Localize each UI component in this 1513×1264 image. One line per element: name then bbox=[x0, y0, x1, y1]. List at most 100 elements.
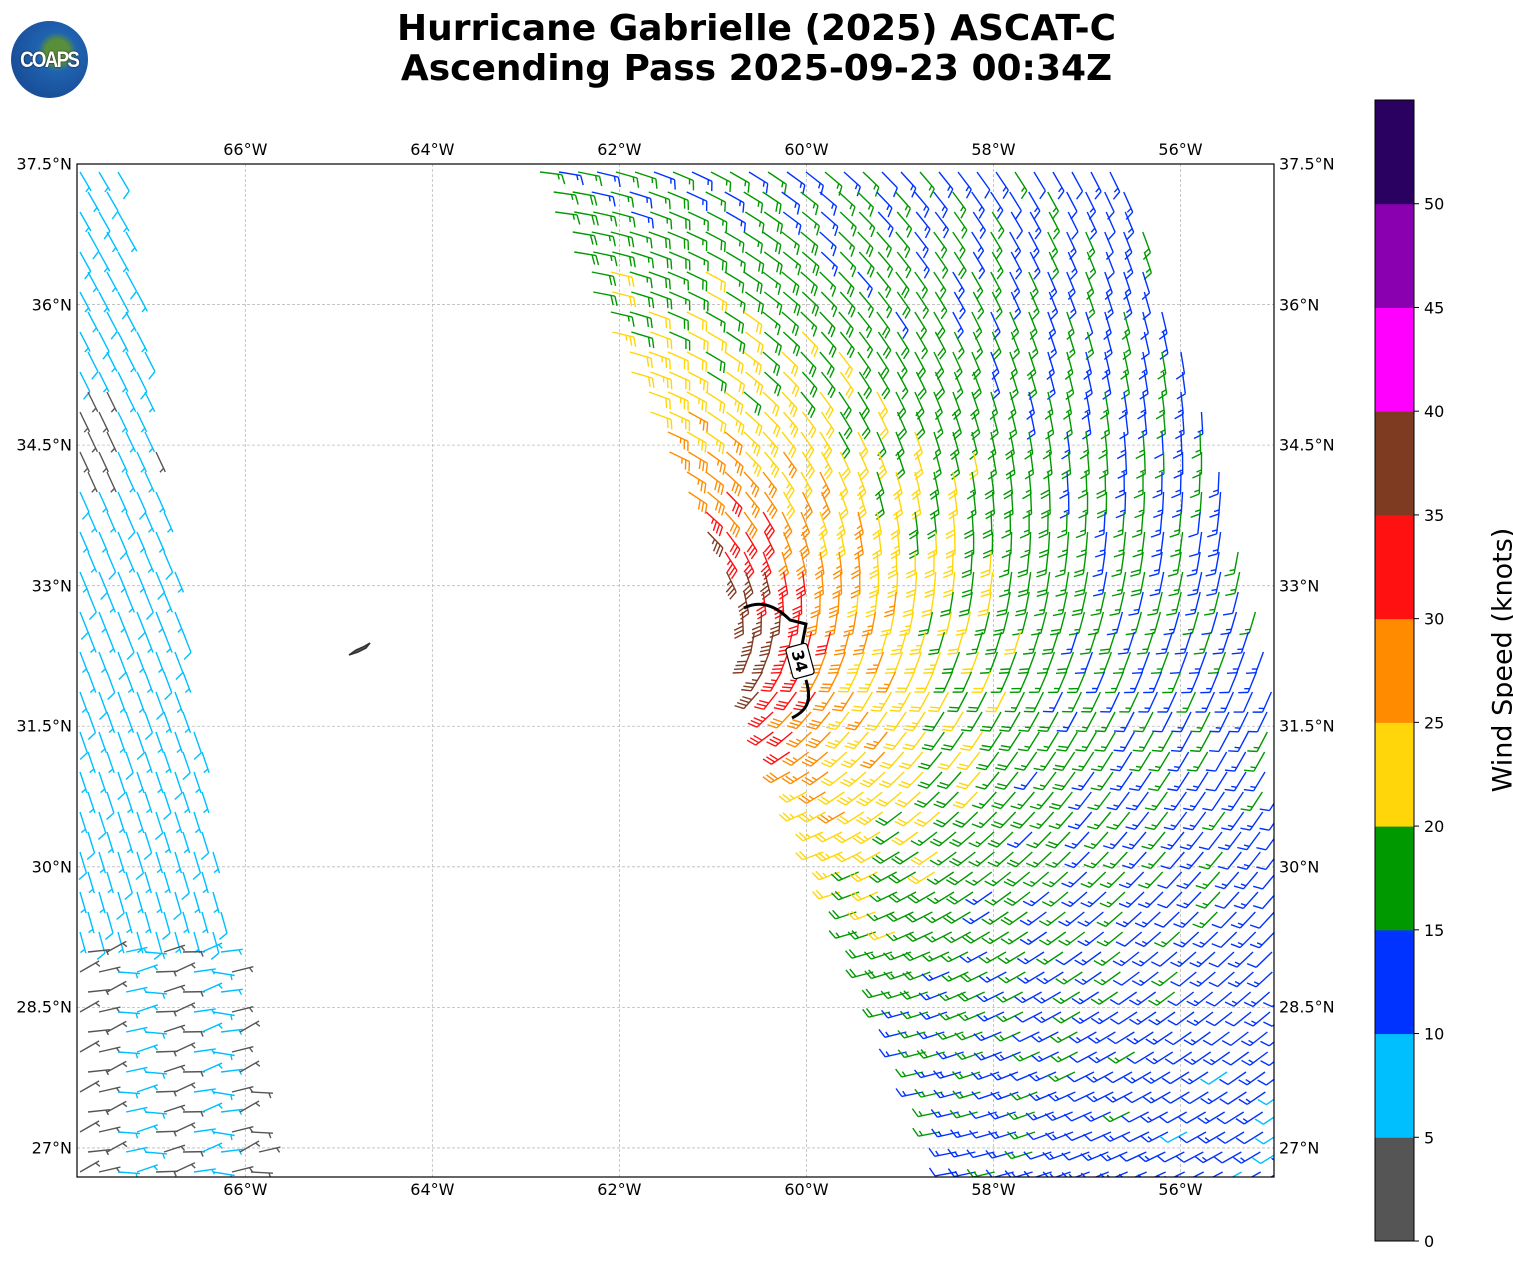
wind-barb bbox=[1074, 971, 1102, 986]
wind-barb bbox=[759, 631, 775, 657]
wind-barb bbox=[144, 1111, 167, 1119]
wind-barb bbox=[1173, 911, 1199, 929]
wind-barb bbox=[98, 211, 111, 240]
wind-barb bbox=[1107, 1031, 1135, 1045]
wind-barb bbox=[629, 191, 653, 209]
wind-barb bbox=[125, 471, 136, 493]
wind-barb bbox=[1109, 171, 1121, 200]
wind-barb bbox=[163, 1064, 186, 1073]
wind-barb bbox=[136, 964, 159, 973]
wind-barb bbox=[1077, 931, 1105, 947]
wind-barb bbox=[97, 811, 107, 841]
wind-barb bbox=[819, 431, 833, 460]
wind-barb bbox=[87, 271, 100, 293]
wind-barb bbox=[106, 711, 116, 734]
wind-barb bbox=[155, 611, 165, 633]
wind-barb bbox=[706, 291, 728, 313]
wind-barb bbox=[1128, 591, 1144, 616]
wind-barb bbox=[865, 591, 878, 618]
wind-barb bbox=[1134, 911, 1161, 928]
wind-barb bbox=[106, 271, 119, 293]
wind-barb bbox=[155, 1130, 179, 1137]
wind-barb bbox=[610, 231, 635, 248]
wind-barb bbox=[201, 1142, 223, 1153]
wind-barb bbox=[821, 751, 848, 768]
wind-barb bbox=[971, 351, 982, 380]
wind-barb bbox=[814, 831, 843, 843]
wind-barb bbox=[1151, 731, 1173, 752]
wind-barb bbox=[631, 251, 655, 269]
wind-barb bbox=[1112, 971, 1140, 986]
wind-barb bbox=[922, 711, 945, 732]
wind-barb bbox=[106, 791, 115, 821]
wind-barb bbox=[688, 491, 708, 515]
wind-barb bbox=[846, 651, 866, 674]
wind-barb bbox=[896, 371, 909, 400]
wind-barb bbox=[1138, 871, 1164, 889]
wind-barb bbox=[1145, 1031, 1173, 1045]
wind-barb bbox=[786, 171, 806, 195]
wind-barb bbox=[79, 731, 88, 761]
wind-barb bbox=[961, 551, 973, 579]
wind-barb bbox=[125, 391, 137, 413]
wind-barbs bbox=[78, 171, 1274, 1177]
wind-barb bbox=[947, 691, 969, 713]
wind-barb bbox=[952, 191, 967, 219]
wind-barb bbox=[1102, 1131, 1131, 1142]
wind-barb bbox=[1086, 671, 1106, 694]
wind-barb bbox=[952, 311, 964, 340]
wind-barb bbox=[883, 731, 907, 751]
wind-barb bbox=[781, 471, 795, 500]
wind-barb bbox=[87, 591, 97, 620]
wind-barb bbox=[593, 291, 618, 306]
wind-barb bbox=[669, 251, 691, 271]
wind-barb bbox=[1067, 291, 1077, 321]
wind-barb bbox=[1256, 851, 1274, 871]
wind-barb bbox=[1179, 831, 1204, 850]
34kt-contour bbox=[743, 602, 811, 720]
wind-barb bbox=[884, 651, 904, 674]
wind-barb bbox=[1207, 511, 1220, 538]
wind-barb bbox=[1240, 791, 1263, 812]
wind-barb bbox=[1063, 411, 1073, 440]
wind-barb bbox=[929, 831, 957, 847]
wind-barb bbox=[912, 1127, 941, 1137]
wind-barb bbox=[98, 571, 109, 600]
wind-barb bbox=[852, 831, 881, 845]
wind-barb bbox=[763, 451, 780, 479]
wind-barb bbox=[1154, 431, 1164, 460]
wind-barb bbox=[1102, 831, 1128, 850]
wind-barb bbox=[850, 551, 861, 580]
wind-barb bbox=[1066, 1091, 1095, 1102]
wind-barb bbox=[1036, 651, 1056, 674]
wind-barb bbox=[1075, 511, 1087, 539]
wind-barb bbox=[1085, 1071, 1114, 1083]
lat-tick-right: 36°N bbox=[1279, 295, 1320, 315]
wind-barb bbox=[859, 771, 886, 788]
wind-barb bbox=[1113, 731, 1135, 752]
wind-barb bbox=[220, 948, 243, 955]
colorbar-tick: 10 bbox=[1424, 1025, 1444, 1044]
wind-barb bbox=[953, 211, 968, 239]
wind-barb bbox=[106, 940, 128, 953]
wind-barb bbox=[144, 751, 153, 774]
wind-barb bbox=[212, 971, 235, 981]
wind-barb bbox=[852, 631, 870, 656]
wind-barb bbox=[1064, 831, 1090, 849]
wind-barb bbox=[1186, 991, 1214, 1007]
wind-barb bbox=[1271, 1157, 1274, 1165]
wind-barb bbox=[725, 211, 747, 233]
wind-barb bbox=[1013, 771, 1038, 791]
wind-barb bbox=[934, 411, 944, 441]
wind-barb bbox=[861, 611, 877, 637]
wind-barb bbox=[155, 651, 165, 673]
wind-barb bbox=[745, 491, 760, 519]
colorbar-segment bbox=[1375, 203, 1414, 308]
wind-barb bbox=[817, 811, 846, 824]
wind-barb bbox=[849, 871, 878, 883]
wind-barb bbox=[878, 1029, 907, 1038]
wind-barb bbox=[781, 311, 800, 337]
wind-barb bbox=[79, 211, 92, 233]
wind-barb bbox=[1136, 451, 1146, 479]
wind-barb bbox=[971, 671, 992, 693]
